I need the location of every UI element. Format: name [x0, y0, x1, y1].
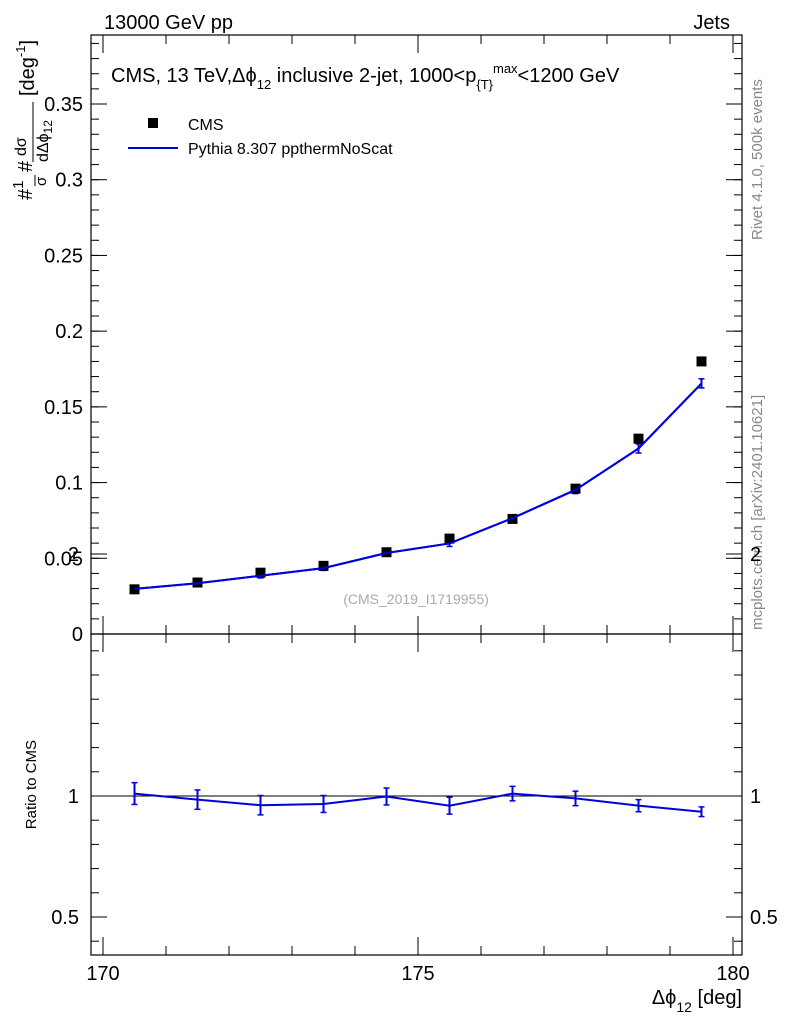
y-label-hash2: # [15, 160, 37, 172]
cms-data-point [444, 533, 455, 544]
ratio-y-label: Ratio to CMS [23, 740, 40, 829]
title-sup2: max [493, 61, 518, 76]
legend: CMS Pythia 8.307 ppthermNoScat [128, 117, 393, 158]
title-sub2: {T} [476, 77, 493, 92]
cms-data-point [633, 433, 644, 444]
x-label-sub: 12 [676, 999, 692, 1015]
analysis-watermark: (CMS_2019_I1719955) [343, 591, 489, 607]
cms-data-point [696, 356, 707, 367]
ratio-x-axis: 170 175 180 [86, 634, 750, 985]
header-right: Jets [693, 12, 730, 34]
ratio-pythia-line [134, 792, 702, 813]
y-label-den1: σ [33, 176, 50, 186]
ratio-y-tick-label-right: 2 [750, 544, 761, 566]
main-x-axis [102, 35, 734, 634]
main-y-tick-label: 0.05 [44, 548, 83, 570]
pythia-line [134, 382, 703, 590]
ratio-x-tick-label: 180 [716, 963, 749, 985]
ratio-plot-frame [90, 633, 743, 956]
ratio-y-tick-label: 1 [68, 786, 79, 808]
cms-data-point [255, 567, 266, 578]
main-y-tick-label: 0.2 [55, 321, 83, 343]
y-label-unit-sup: -1 [13, 46, 28, 58]
rivet-label: Rivet 4.1.0, 500k events [749, 79, 766, 240]
y-label-num1: 1 [10, 181, 27, 189]
ratio-y-tick-label: 0.5 [51, 907, 79, 929]
main-y-tick-label: 0.25 [44, 245, 83, 267]
y-label-unit: [deg [17, 57, 39, 96]
ratio-x-tick-label: 175 [401, 963, 434, 985]
main-y-tick-label: 0.35 [44, 94, 83, 116]
pythia-line-overlay [134, 382, 703, 590]
ratio-y-tick-label-right: 0.5 [750, 907, 778, 929]
x-label-unit: [deg] [692, 987, 742, 1009]
y-label-num2: dσ [13, 137, 30, 156]
main-y-axis: 0 0.05 0.1 0.15 0.2 0.25 0.3 0.35 [44, 42, 742, 646]
mcplots-label: mcplots.cern.ch [arXiv:2401.10621] [749, 395, 766, 630]
main-y-label: #1 σ # dσ dΔϕ12 [deg-1] [10, 40, 55, 200]
cms-data-point [570, 483, 581, 494]
cms-data-point [129, 584, 140, 595]
cms-data-point [318, 560, 329, 571]
title-part1: CMS, 13 TeV,Δϕ [111, 65, 257, 87]
legend-marker-cms [148, 118, 158, 128]
title-part3: <1200 GeV [518, 65, 620, 87]
svg-text:[deg-1]: [deg-1] [13, 40, 39, 96]
svg-text:dΔϕ12: dΔϕ12 [35, 120, 55, 162]
main-series-layer [129, 356, 707, 595]
legend-label-cms: CMS [188, 117, 224, 134]
main-y-tick-label: 0.1 [55, 473, 83, 495]
ratio-y-tick-label: 2 [68, 544, 79, 566]
main-y-tick-label: 0.3 [55, 170, 83, 192]
plot-title: CMS, 13 TeV,Δϕ12 inclusive 2-jet, 1000<p… [111, 61, 620, 92]
svg-text:#1: #1 [10, 181, 37, 200]
main-y-tick-label: 0 [72, 624, 83, 646]
header-left: 13000 GeV pp [104, 12, 233, 34]
main-y-tick-label: 0.15 [44, 397, 83, 419]
x-axis-label: Δϕ12 [deg] [652, 987, 742, 1015]
y-label-den2: dΔϕ [35, 133, 52, 162]
ratio-x-tick-label: 170 [86, 963, 119, 985]
ratio-series-layer [131, 781, 705, 818]
ratio-y-axis: 0.5 0.5 1 1 2 2 [51, 544, 778, 942]
ratio-y-tick-label-right: 1 [750, 786, 761, 808]
title-sub1: 12 [257, 77, 271, 92]
y-label-hash: # [15, 188, 37, 200]
title-part2: inclusive 2-jet, 1000<p [271, 65, 476, 87]
y-label-unit-end: ] [17, 40, 39, 46]
legend-label-pythia: Pythia 8.307 ppthermNoScat [188, 141, 393, 158]
x-label-main: Δϕ [652, 987, 677, 1009]
y-label-den2-sub: 12 [41, 120, 55, 134]
